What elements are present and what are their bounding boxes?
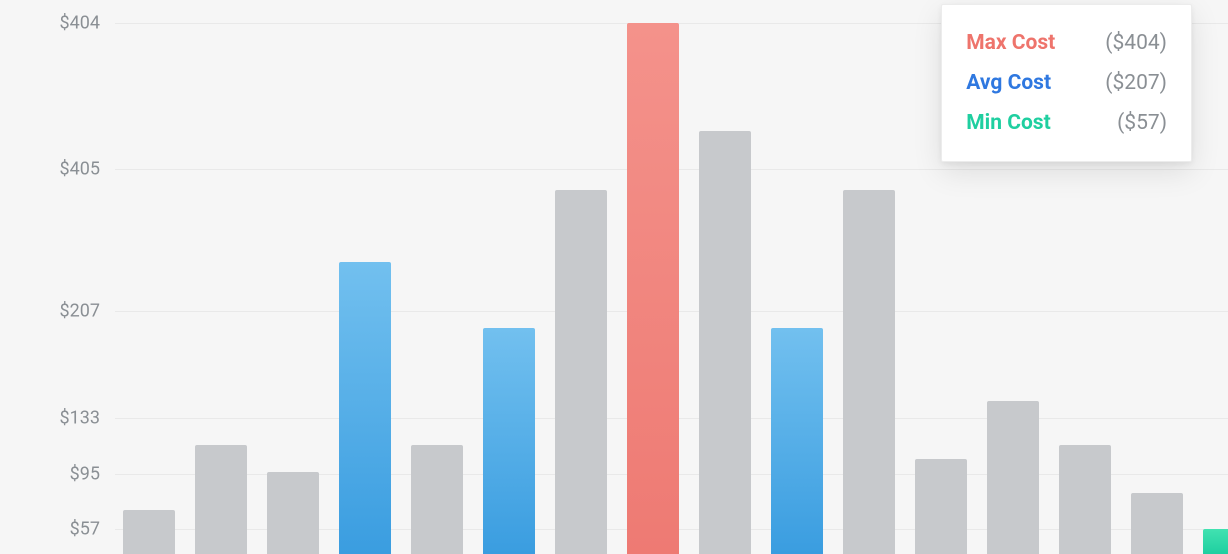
bar: [267, 472, 319, 554]
y-tick-label: $404: [60, 13, 100, 34]
legend-value: ($404): [1105, 31, 1167, 55]
bar-min: [1203, 529, 1228, 554]
legend-row-min: Min Cost ($57): [966, 103, 1167, 143]
legend-row-avg: Avg Cost ($207): [966, 63, 1167, 103]
legend-label: Max Cost: [966, 31, 1055, 55]
bar-avg: [339, 262, 391, 554]
bar: [123, 510, 175, 554]
bar: [843, 190, 895, 554]
y-axis: $404 $405 $207 $133 $95 $57: [0, 0, 110, 554]
legend-row-max: Max Cost ($404): [966, 23, 1167, 63]
legend-label: Min Cost: [966, 111, 1050, 135]
legend-label: Avg Cost: [966, 71, 1051, 95]
bar: [1131, 493, 1183, 554]
bar: [1059, 445, 1111, 554]
bar-avg: [483, 328, 535, 554]
y-tick-label: $207: [60, 300, 100, 321]
bar: [195, 445, 247, 554]
bar: [411, 445, 463, 554]
cost-legend: Max Cost ($404) Avg Cost ($207) Min Cost…: [941, 4, 1192, 162]
legend-value: ($207): [1105, 71, 1167, 95]
legend-value: ($57): [1117, 111, 1167, 135]
y-tick-label: $405: [60, 159, 100, 180]
bar: [915, 459, 967, 554]
y-tick-label: $57: [70, 519, 100, 540]
y-tick-label: $95: [70, 463, 100, 484]
bar-avg: [771, 328, 823, 554]
bar: [555, 190, 607, 554]
y-tick-label: $133: [60, 408, 100, 429]
bar: [699, 131, 751, 554]
bar-max: [627, 23, 679, 554]
cost-bar-chart: $404 $405 $207 $133 $95 $57 Max Cost: [0, 0, 1228, 554]
bar: [987, 401, 1039, 554]
